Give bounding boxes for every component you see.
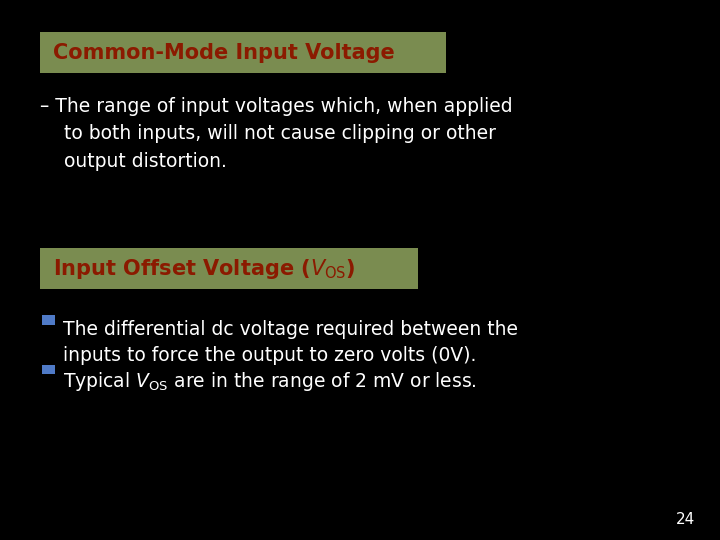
FancyBboxPatch shape (40, 32, 446, 73)
Text: Typical $\mathit{V}_{\mathrm{OS}}$ are in the range of 2 mV or less.: Typical $\mathit{V}_{\mathrm{OS}}$ are i… (63, 370, 477, 393)
Text: – The range of input voltages which, when applied
    to both inputs, will not c: – The range of input voltages which, whe… (40, 97, 512, 171)
Text: Input Offset Voltage ($\mathit{V}_{\mathrm{OS}}$): Input Offset Voltage ($\mathit{V}_{\math… (53, 256, 355, 281)
FancyBboxPatch shape (42, 315, 55, 325)
FancyBboxPatch shape (42, 364, 55, 374)
Text: The differential dc voltage required between the
inputs to force the output to z: The differential dc voltage required bet… (63, 320, 518, 365)
Text: 24: 24 (675, 511, 695, 526)
Text: Common-Mode Input Voltage: Common-Mode Input Voltage (53, 43, 395, 63)
FancyBboxPatch shape (40, 248, 418, 289)
